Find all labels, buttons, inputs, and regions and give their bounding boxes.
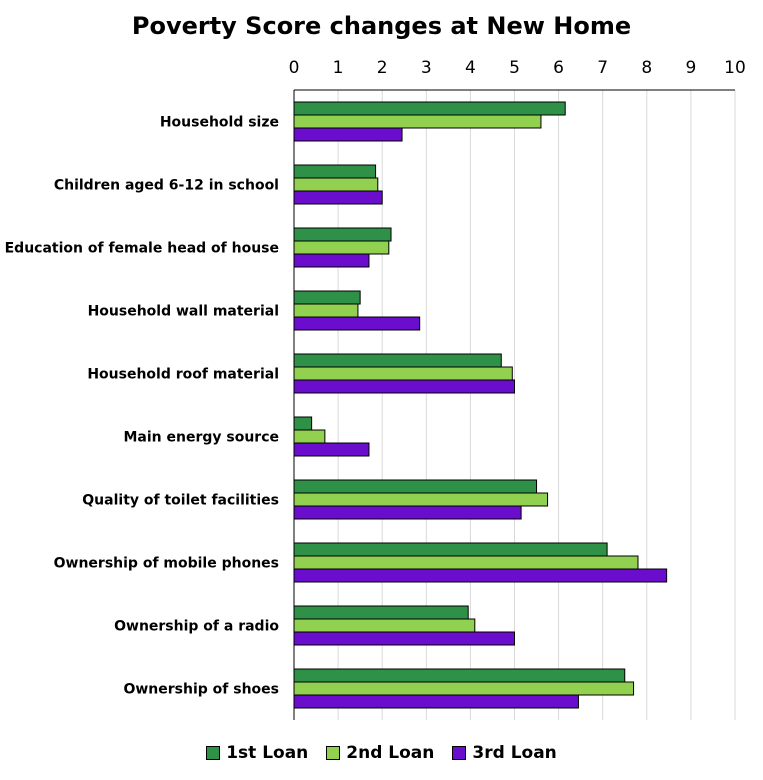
category-label: Ownership of shoes [123,682,279,698]
bar [293,505,522,520]
legend-item: 1st Loan [206,743,308,763]
x-tick-label: 0 [289,58,300,78]
bar [293,568,668,583]
category-label: Children aged 6-12 in school [54,178,279,194]
bar [293,290,361,305]
bar [293,681,635,696]
legend-swatch [206,746,221,760]
x-tick-label: 10 [724,58,746,78]
x-tick-label: 4 [465,58,476,78]
legend-swatch [326,746,341,760]
bar [293,618,476,633]
bar [293,164,377,179]
legend-label: 2nd Loan [346,743,435,763]
bar [293,127,403,142]
bar [293,631,515,646]
bar [293,379,515,394]
x-tick-label: 1 [333,58,344,78]
bar [293,227,392,242]
legend-swatch [452,746,467,760]
bar [293,240,390,255]
category-label: Main energy source [123,430,279,446]
x-tick-label: 6 [553,58,564,78]
category-label: Ownership of mobile phones [54,556,279,572]
bar [293,101,566,116]
x-tick-label: 7 [597,58,608,78]
x-tick-label: 8 [641,58,652,78]
bar [293,479,538,494]
bar [293,416,313,431]
bar [293,303,359,318]
bar [293,605,469,620]
x-tick-label: 2 [377,58,388,78]
category-label: Ownership of a radio [114,619,279,635]
category-label: Household wall material [88,304,279,320]
bar [293,366,513,381]
bar [293,694,579,709]
bar [293,442,370,457]
category-label: Household size [160,115,279,131]
category-label: Quality of toilet facilities [82,493,279,509]
legend: 1st Loan 2nd Loan 3rd Loan [0,743,763,763]
bar [293,114,542,129]
bar [293,353,502,368]
bar [293,542,608,557]
bar [293,429,326,444]
legend-label: 3rd Loan [472,743,557,763]
bar [293,668,626,683]
legend-item: 3rd Loan [452,743,557,763]
bar [293,555,639,570]
x-tick-label: 9 [685,58,696,78]
chart-title: Poverty Score changes at New Home [131,12,632,40]
legend-item: 2nd Loan [326,743,434,763]
x-tick-label: 5 [509,58,520,78]
category-label: Household roof material [87,367,279,383]
category-label: Education of female head of house [5,241,279,257]
x-tick-label: 3 [421,58,432,78]
bar [293,492,549,507]
bar [293,316,421,331]
bar [293,177,379,192]
legend-label: 1st Loan [226,743,309,763]
bar [293,190,383,205]
bar [293,253,370,268]
